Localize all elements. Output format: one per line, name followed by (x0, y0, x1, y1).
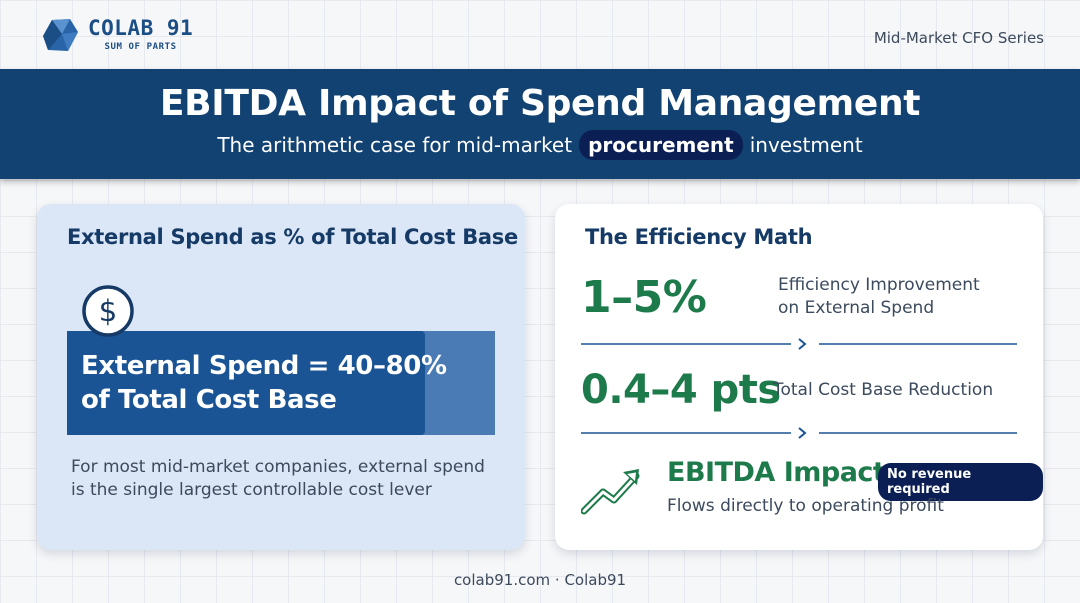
efficiency-math-card: The Efficiency Math 1–5% Efficiency Impr… (555, 204, 1043, 550)
spend-bar-fill (67, 331, 425, 435)
page-title: EBITDA Impact of Spend Management (159, 83, 921, 124)
svg-text:$: $ (99, 294, 117, 328)
external-spend-card: External Spend as % of Total Cost Base $… (37, 204, 525, 550)
subtitle-highlight-pill: procurement (579, 130, 743, 160)
brand-logo[interactable]: COLAB 91 SUM OF PARTS (38, 14, 193, 56)
brand-tagline: SUM OF PARTS (104, 42, 177, 52)
external-spend-card-title: External Spend as % of Total Cost Base (67, 225, 518, 249)
brand-name: COLAB 91 (88, 16, 194, 40)
efficiency-desc-line-1: Efficiency Improvement (778, 275, 980, 295)
page-subtitle: The arithmetic case for mid-market procu… (217, 130, 863, 160)
dollar-icon: $ (82, 285, 134, 337)
subtitle-end: investment (749, 133, 863, 157)
subtitle-start: The arithmetic case for mid-market (217, 133, 573, 157)
series-label: Mid-Market CFO Series (873, 29, 1044, 47)
spend-note: For most mid-market companies, external … (71, 457, 485, 500)
spend-bar-line-2: of Total Cost Base (81, 385, 337, 415)
trend-up-icon (581, 469, 640, 515)
footer-credit[interactable]: colab91.com · Colab91 (453, 571, 627, 589)
spend-bar-line-1: External Spend = 40–80% (81, 351, 447, 381)
title-banner: EBITDA Impact of Spend Management The ar… (0, 69, 1080, 179)
no-revenue-badge: No revenue required (878, 463, 1043, 501)
logo-icon (43, 19, 78, 51)
efficiency-stat-desc: Efficiency Improvement on External Spend (778, 274, 1008, 320)
cost-reduction-desc: Total Cost Base Reduction (773, 380, 994, 400)
spend-bar-label: External Spend = 40–80% of Total Cost Ba… (81, 349, 447, 417)
ebitda-impact-title: EBITDA Impact (667, 457, 886, 488)
divider-arrow (581, 427, 1017, 439)
efficiency-card-title: The Efficiency Math (585, 225, 813, 249)
ebitda-impact-sub: Flows directly to operating profit (667, 496, 944, 516)
efficiency-desc-line-2: on External Spend (778, 298, 935, 318)
efficiency-stat-value: 1–5% (581, 272, 707, 323)
divider-arrow (581, 338, 1017, 350)
cost-reduction-stat-value: 0.4–4 pts (581, 367, 781, 413)
